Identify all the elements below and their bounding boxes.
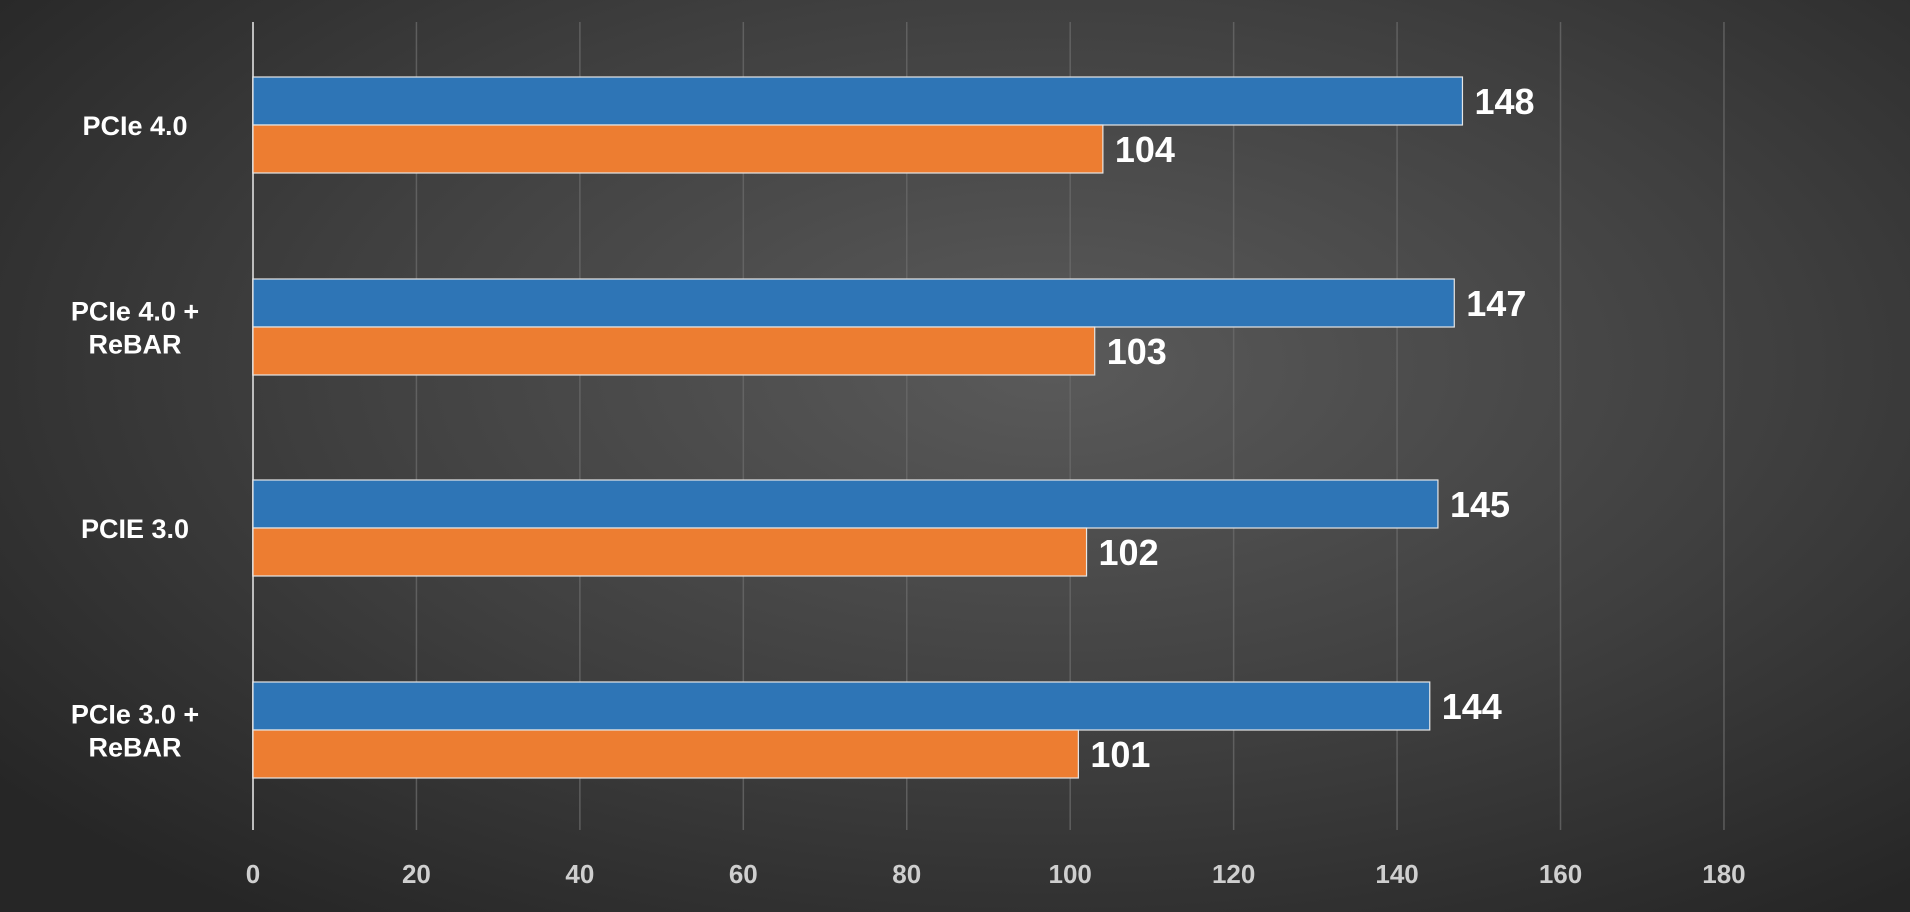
x-tick-label: 100 bbox=[1049, 859, 1092, 889]
bar bbox=[252, 527, 1088, 577]
bar bbox=[252, 479, 1439, 529]
x-tick-label: 140 bbox=[1375, 859, 1418, 889]
bar bbox=[252, 729, 1079, 779]
data-label: 104 bbox=[1115, 129, 1175, 170]
data-label: 147 bbox=[1466, 283, 1526, 324]
data-label: 145 bbox=[1450, 484, 1510, 525]
x-tick-label: 20 bbox=[402, 859, 431, 889]
x-tick-label: 120 bbox=[1212, 859, 1255, 889]
bar bbox=[252, 278, 1455, 328]
x-tick-label: 0 bbox=[246, 859, 260, 889]
bar bbox=[252, 681, 1431, 731]
data-label: 103 bbox=[1107, 331, 1167, 372]
category-label: PCIe 4.0 + ReBAR bbox=[71, 297, 199, 360]
x-tick-label: 40 bbox=[565, 859, 594, 889]
data-label: 101 bbox=[1090, 734, 1150, 775]
category-label: PCIE 3.0 bbox=[81, 514, 189, 544]
category-label: PCIe 4.0 bbox=[82, 111, 187, 141]
x-tick-label: 160 bbox=[1539, 859, 1582, 889]
category-label: PCIe 3.0 + ReBAR bbox=[71, 700, 199, 763]
bar bbox=[252, 76, 1464, 126]
bar bbox=[252, 326, 1096, 376]
x-tick-label: 60 bbox=[729, 859, 758, 889]
x-tick-label: 180 bbox=[1702, 859, 1745, 889]
data-label: 148 bbox=[1474, 81, 1534, 122]
data-label: 102 bbox=[1099, 532, 1159, 573]
x-tick-label: 80 bbox=[892, 859, 921, 889]
data-label: 144 bbox=[1442, 686, 1502, 727]
bar bbox=[252, 124, 1104, 174]
